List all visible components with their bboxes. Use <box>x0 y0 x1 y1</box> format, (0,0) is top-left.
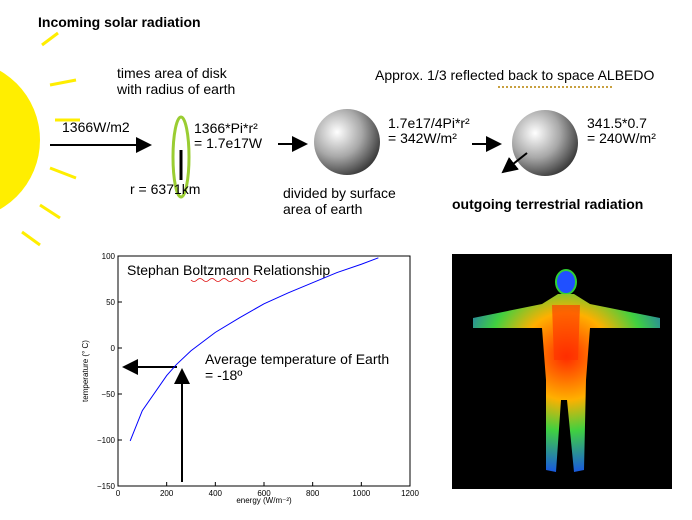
disk-note: with radius of earth <box>116 81 235 97</box>
disk <box>171 115 191 199</box>
surface-note: area of earth <box>283 201 362 217</box>
y-tick-label: 100 <box>102 252 116 261</box>
y-tick-label: 0 <box>111 344 116 353</box>
surface-calc: = 342W/m² <box>388 130 457 146</box>
x-tick-label: 400 <box>209 489 223 498</box>
thermal-image <box>452 254 672 489</box>
surface-calc: 1.7e17/4Pi*r² <box>388 115 470 131</box>
y-tick-label: −50 <box>101 390 115 399</box>
surface-note: divided by surface <box>283 185 396 201</box>
x-tick-label: 600 <box>257 489 271 498</box>
disk-power: 1366*Pi*r² <box>194 120 258 136</box>
outgoing-calc: 341.5*0.7 <box>587 115 647 131</box>
data-line <box>129 257 379 442</box>
arrow <box>501 152 528 174</box>
y-tick-label: 50 <box>106 298 115 307</box>
chart-title: Stephan Boltzmann Relationship <box>127 262 330 278</box>
y-tick-label: −150 <box>97 482 116 491</box>
x-tick-label: 800 <box>306 489 320 498</box>
x-tick-label: 200 <box>160 489 174 498</box>
plot-frame <box>117 255 411 487</box>
slide-title: Incoming solar radiation <box>38 14 201 30</box>
flux-label: 1366W/m2 <box>62 119 130 135</box>
y-axis-label: temperature (° C) <box>81 340 90 402</box>
annotation: = -18º <box>205 367 242 383</box>
x-tick-label: 1000 <box>352 489 370 498</box>
sun <box>0 31 80 247</box>
disk-power: = 1.7e17W <box>194 135 263 151</box>
chart: Stephan Boltzmann Relationship Average t… <box>81 252 419 505</box>
radius-label: r = 6371km <box>130 181 200 197</box>
x-tick-label: 1200 <box>401 489 419 498</box>
disk-note: times area of disk <box>117 65 228 81</box>
x-axis-label: energy (W/m⁻²) <box>236 496 292 505</box>
earth-sphere <box>314 109 380 175</box>
earth-sphere <box>512 110 578 176</box>
x-tick-label: 0 <box>116 489 121 498</box>
albedo-note: Approx. 1/3 reflected back to space ALBE… <box>375 67 654 83</box>
y-tick-label: −100 <box>97 436 116 445</box>
annotation: Average temperature of Earth <box>205 351 389 367</box>
outgoing-calc: = 240W/m² <box>587 130 656 146</box>
spell-underline <box>190 278 258 282</box>
outgoing-note: outgoing terrestrial radiation <box>452 196 643 212</box>
